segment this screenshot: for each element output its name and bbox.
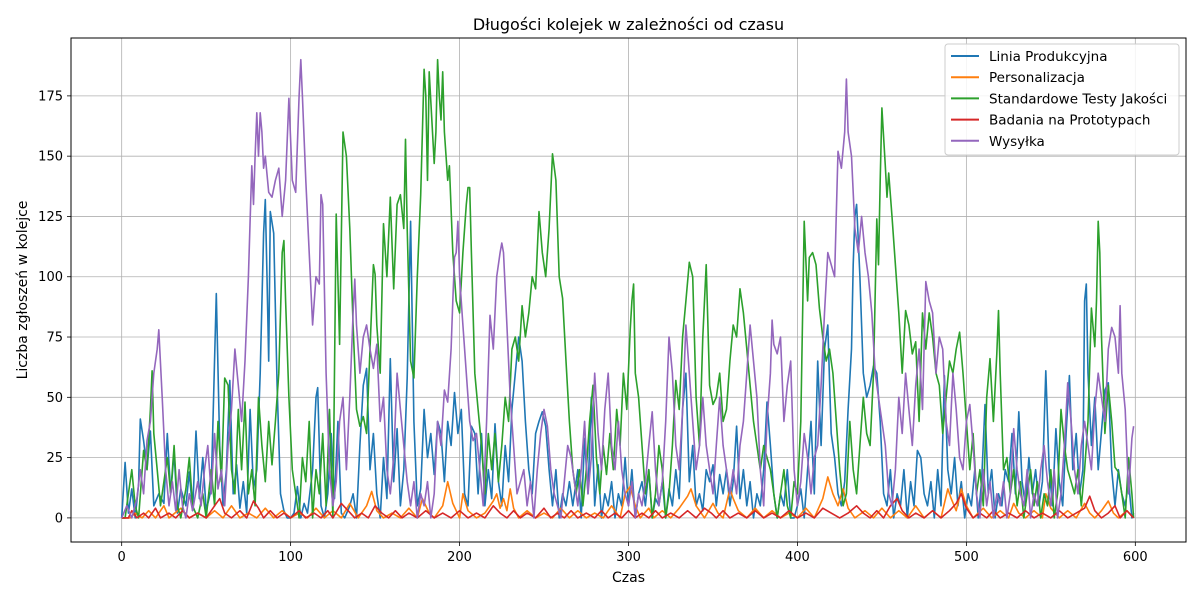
y-tick-label: 150 bbox=[38, 150, 63, 165]
x-tick-label: 200 bbox=[447, 550, 472, 565]
y-tick-label: 100 bbox=[38, 270, 63, 285]
y-tick-label: 125 bbox=[38, 210, 63, 225]
ticks: 0 100 200 300 400 500 600 0 25 50 75 100 125 150 175 bbox=[38, 89, 1148, 565]
legend-label: Linia Produkcyjna bbox=[989, 49, 1108, 65]
legend-label: Standardowe Testy Jakości bbox=[989, 91, 1167, 107]
x-axis-label: Czas bbox=[612, 570, 645, 586]
y-tick-label: 0 bbox=[55, 511, 63, 526]
y-tick-label: 175 bbox=[38, 89, 63, 104]
legend-label: Wysyłka bbox=[989, 134, 1045, 150]
y-tick-label: 50 bbox=[46, 391, 63, 406]
y-tick-label: 25 bbox=[46, 451, 63, 466]
series-layer bbox=[120, 58, 1135, 519]
legend-box bbox=[944, 43, 1180, 156]
y-tick-label: 75 bbox=[46, 331, 63, 346]
x-tick-label: 100 bbox=[278, 550, 303, 565]
legend-label: Badania na Prototypach bbox=[989, 113, 1150, 129]
chart-title: Długości kolejek w zależności od czasu bbox=[473, 15, 784, 34]
legend-label: Personalizacja bbox=[989, 70, 1085, 86]
x-tick-label: 500 bbox=[954, 550, 979, 565]
x-tick-label: 400 bbox=[785, 550, 810, 565]
x-tick-label: 300 bbox=[616, 550, 641, 565]
y-axis-label: Liczba zgłoszeń w kolejce bbox=[15, 201, 31, 380]
series-line bbox=[120, 58, 1135, 519]
legend: Linia Produkcyjna Personalizacja Standardo… bbox=[944, 43, 1180, 156]
x-tick-label: 600 bbox=[1123, 550, 1148, 565]
series-line bbox=[121, 476, 1135, 519]
x-tick-label: 0 bbox=[118, 550, 126, 565]
series-line bbox=[121, 58, 1135, 519]
series-line bbox=[121, 493, 1135, 519]
